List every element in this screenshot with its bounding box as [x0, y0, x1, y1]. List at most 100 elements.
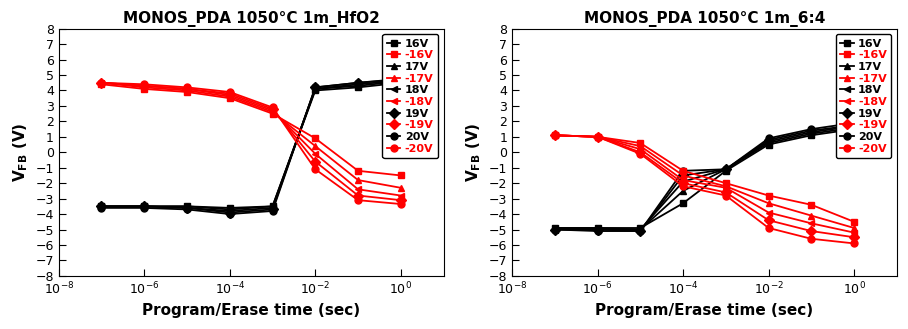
Line: 19V: 19V: [98, 76, 404, 216]
-17V: [592, 135, 603, 139]
-16V: [310, 137, 321, 140]
-19V: [182, 87, 192, 91]
16V: [182, 204, 192, 208]
-18V: [224, 93, 235, 97]
17V: [720, 167, 731, 171]
-18V: [849, 231, 860, 235]
-19V: [549, 133, 560, 137]
-17V: [763, 201, 774, 205]
-18V: [720, 186, 731, 190]
16V: [352, 86, 363, 89]
Line: -17V: -17V: [98, 79, 404, 191]
16V: [267, 204, 278, 208]
19V: [549, 228, 560, 232]
-18V: [182, 87, 192, 91]
-20V: [139, 82, 150, 86]
17V: [677, 189, 688, 193]
X-axis label: Program/Erase time (sec): Program/Erase time (sec): [142, 303, 360, 318]
-17V: [849, 226, 860, 230]
Line: -17V: -17V: [551, 132, 857, 231]
20V: [310, 86, 321, 89]
18V: [677, 180, 688, 184]
-16V: [395, 173, 406, 177]
20V: [139, 206, 150, 210]
Line: -19V: -19V: [551, 132, 857, 241]
-16V: [592, 135, 603, 139]
17V: [806, 132, 817, 136]
-19V: [96, 81, 107, 85]
-17V: [635, 144, 646, 148]
17V: [849, 126, 860, 130]
-20V: [763, 226, 774, 230]
-18V: [592, 135, 603, 139]
-16V: [806, 203, 817, 207]
20V: [549, 228, 560, 232]
Line: 16V: 16V: [551, 126, 857, 231]
Line: -20V: -20V: [98, 79, 404, 208]
16V: [849, 127, 860, 131]
-17V: [96, 81, 107, 85]
-19V: [267, 107, 278, 111]
17V: [763, 141, 774, 145]
-16V: [849, 220, 860, 224]
18V: [182, 206, 192, 210]
19V: [395, 78, 406, 82]
17V: [96, 204, 107, 208]
16V: [96, 204, 107, 208]
-20V: [267, 106, 278, 110]
18V: [352, 82, 363, 86]
-16V: [549, 133, 560, 137]
19V: [182, 206, 192, 210]
-19V: [352, 193, 363, 197]
-16V: [635, 141, 646, 145]
16V: [592, 226, 603, 230]
20V: [763, 137, 774, 140]
-19V: [635, 150, 646, 154]
-20V: [635, 152, 646, 156]
-17V: [139, 86, 150, 89]
16V: [395, 81, 406, 85]
Line: 18V: 18V: [551, 122, 857, 233]
19V: [849, 123, 860, 127]
18V: [395, 78, 406, 82]
-18V: [635, 147, 646, 151]
16V: [635, 226, 646, 230]
-18V: [549, 133, 560, 137]
20V: [677, 169, 688, 173]
19V: [224, 211, 235, 215]
20V: [635, 229, 646, 233]
17V: [310, 87, 321, 91]
19V: [592, 228, 603, 232]
-17V: [395, 186, 406, 190]
17V: [182, 204, 192, 208]
-20V: [549, 133, 560, 137]
X-axis label: Program/Erase time (sec): Program/Erase time (sec): [596, 303, 814, 318]
17V: [352, 84, 363, 88]
-20V: [224, 90, 235, 94]
19V: [635, 229, 646, 233]
-17V: [677, 173, 688, 177]
18V: [549, 228, 560, 232]
-16V: [267, 112, 278, 115]
-20V: [592, 135, 603, 139]
19V: [310, 86, 321, 89]
-16V: [352, 169, 363, 173]
-19V: [849, 235, 860, 239]
-20V: [720, 193, 731, 197]
Legend: 16V, -16V, 17V, -17V, 18V, -18V, 19V, -19V, 20V, -20V: 16V, -16V, 17V, -17V, 18V, -18V, 19V, -1…: [382, 34, 438, 158]
16V: [549, 226, 560, 230]
17V: [139, 204, 150, 208]
-19V: [592, 135, 603, 139]
-17V: [267, 110, 278, 114]
-16V: [763, 193, 774, 197]
-20V: [310, 167, 321, 171]
17V: [224, 208, 235, 212]
Line: -18V: -18V: [98, 79, 404, 199]
-16V: [139, 87, 150, 91]
19V: [267, 208, 278, 212]
16V: [763, 142, 774, 146]
20V: [720, 167, 731, 171]
17V: [592, 226, 603, 230]
-19V: [310, 160, 321, 164]
-20V: [849, 241, 860, 245]
